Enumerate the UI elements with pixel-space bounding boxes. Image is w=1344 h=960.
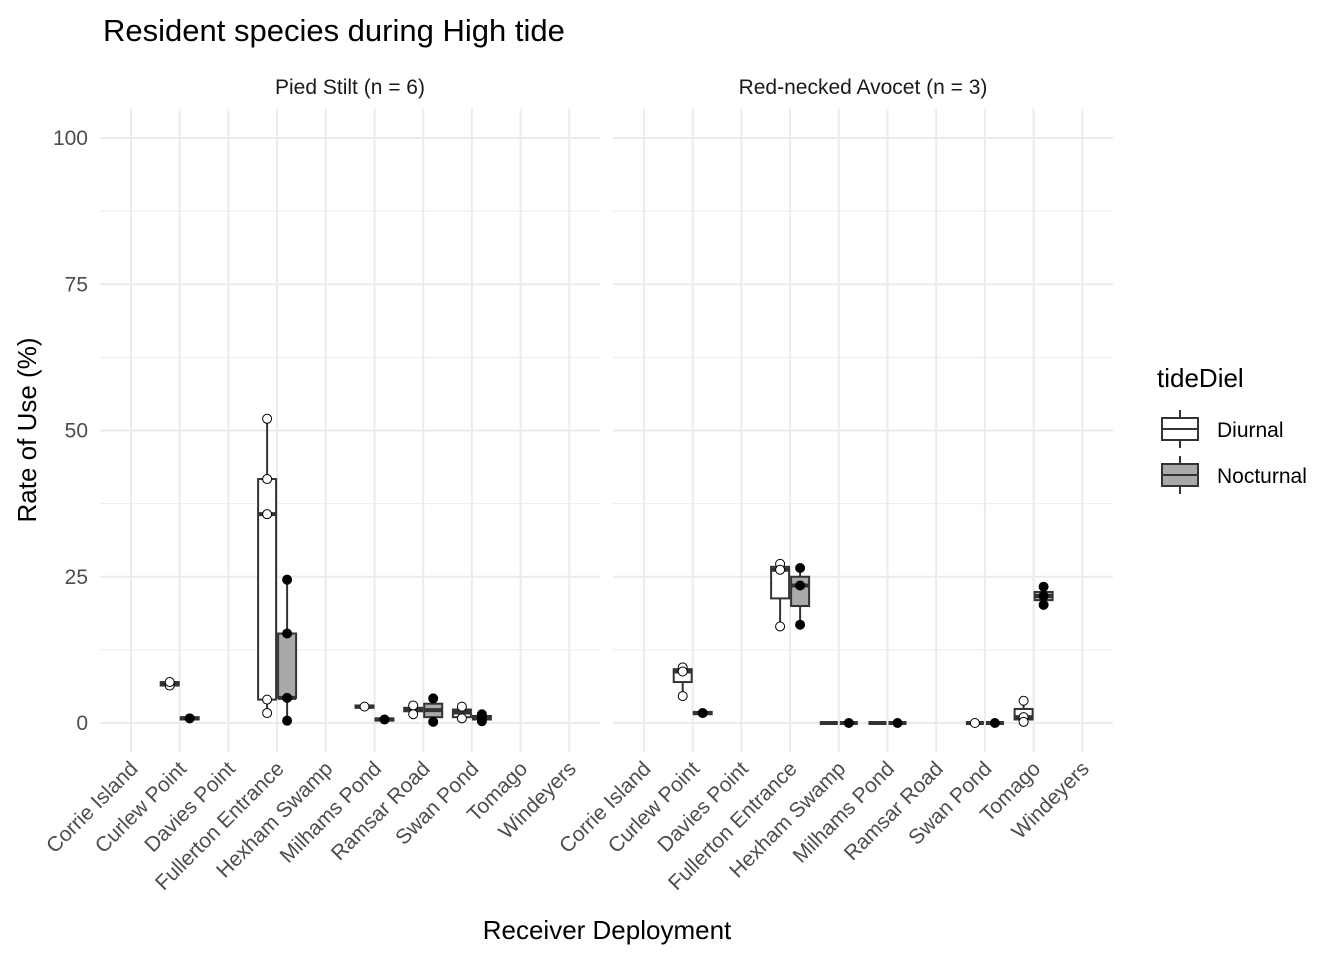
box-iqr: [277, 632, 298, 699]
data-point: [262, 694, 273, 705]
data-point: [359, 701, 370, 712]
box-diurnal: [1013, 695, 1034, 727]
legend-label: Nocturnal: [1217, 465, 1307, 488]
data-point: [456, 713, 467, 724]
box-diurnal: [965, 718, 984, 728]
data-point: [969, 718, 980, 728]
box-nocturnal: [1033, 581, 1054, 610]
y-tick-label: 100: [53, 127, 88, 150]
data-point: [476, 716, 487, 727]
box-diurnal: [770, 558, 791, 632]
data-point: [428, 716, 439, 727]
box-diurnal: [403, 700, 424, 720]
data-point: [677, 691, 688, 702]
box-diurnal: [451, 701, 472, 724]
data-point: [843, 718, 854, 728]
box-diurnal: [672, 662, 693, 702]
data-point: [989, 718, 1000, 728]
legend-label: Diurnal: [1217, 419, 1284, 442]
legend: tideDiel Diurnal Nocturnal: [1157, 363, 1307, 494]
box-nocturnal: [839, 718, 858, 728]
legend-title: tideDiel: [1157, 363, 1244, 393]
facet-strip-label: Pied Stilt (n = 6): [275, 76, 425, 99]
data-point: [379, 714, 390, 725]
chart-title: Resident species during High tide: [103, 13, 565, 48]
data-point: [775, 621, 786, 632]
data-point: [428, 693, 439, 704]
data-point: [184, 713, 195, 724]
data-point: [262, 474, 273, 485]
legend-key-nocturnal: [1161, 456, 1199, 494]
y-tick-label: 50: [65, 420, 88, 443]
box-nocturnal: [985, 718, 1004, 728]
x-axis-title: Receiver Deployment: [483, 915, 732, 945]
data-point: [408, 709, 419, 720]
data-point: [892, 718, 903, 728]
data-point: [1038, 581, 1049, 592]
data-point: [408, 700, 419, 711]
data-point: [795, 580, 806, 591]
data-point: [1038, 591, 1049, 602]
y-tick-label: 25: [65, 566, 88, 589]
data-point: [282, 692, 293, 703]
data-point: [697, 708, 708, 719]
box-nocturnal: [179, 713, 200, 724]
data-point: [1038, 599, 1049, 610]
y-axis-title: Rate of Use (%): [12, 338, 42, 523]
data-point: [1018, 695, 1029, 706]
box-nocturnal: [692, 708, 713, 719]
data-point: [775, 564, 786, 575]
box-nocturnal: [277, 574, 298, 726]
data-point: [262, 708, 273, 719]
box-diurnal: [159, 677, 180, 691]
box-nocturnal: [888, 718, 907, 728]
box-nocturnal: [374, 714, 395, 725]
facet-strip-label: Red-necked Avocet (n = 3): [739, 76, 988, 99]
box-diurnal: [257, 413, 278, 719]
data-point: [282, 628, 293, 639]
data-point: [282, 574, 293, 585]
box-nocturnal: [423, 693, 444, 727]
legend-key-diurnal: [1161, 410, 1199, 448]
data-point: [1018, 716, 1029, 727]
data-point: [262, 413, 273, 424]
data-point: [282, 715, 293, 726]
y-tick-label: 75: [65, 273, 88, 296]
data-point: [164, 677, 175, 688]
data-point: [795, 619, 806, 630]
data-point: [262, 509, 273, 520]
data-point: [677, 666, 688, 677]
y-tick-label: 0: [76, 712, 88, 735]
box-nocturnal: [790, 562, 811, 630]
data-point: [795, 562, 806, 573]
box-diurnal: [354, 701, 375, 712]
box-nocturnal: [471, 709, 492, 727]
data-point: [456, 701, 467, 712]
